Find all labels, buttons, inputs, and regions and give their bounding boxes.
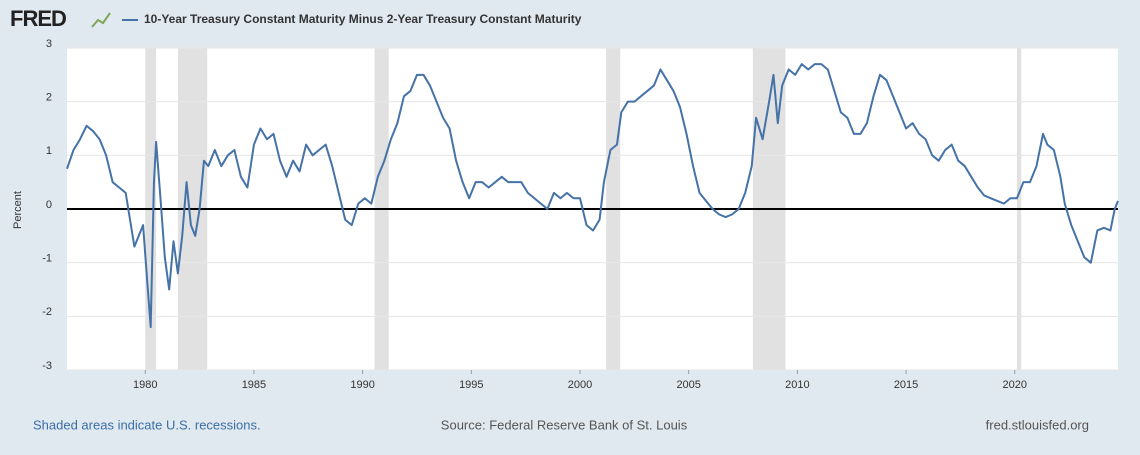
y-tick-label: -2 xyxy=(42,306,52,318)
y-tick-label: 3 xyxy=(46,38,52,50)
x-tick-label: 2020 xyxy=(1003,379,1027,391)
y-tick-label: 2 xyxy=(46,92,52,104)
x-tick-label: 2015 xyxy=(894,379,918,391)
logo-icon xyxy=(91,12,111,28)
x-tick-label: 1985 xyxy=(242,379,266,391)
x-tick-label: 2005 xyxy=(676,379,700,391)
x-tick-label: 1980 xyxy=(133,379,157,391)
y-tick-label: -3 xyxy=(42,360,52,372)
y-tick-label: -1 xyxy=(42,253,52,265)
y-axis-label: Percent xyxy=(12,191,24,229)
footer-url: fred.stlouisfed.org xyxy=(986,417,1089,432)
series-line xyxy=(66,63,1119,329)
x-tick-label: 2010 xyxy=(785,379,809,391)
footer-note: Shaded areas indicate U.S. recessions. xyxy=(33,417,261,432)
legend-label: 10-Year Treasury Constant Maturity Minus… xyxy=(144,12,582,26)
x-tick-label: 2000 xyxy=(568,379,592,391)
footer-source: Source: Federal Reserve Bank of St. Loui… xyxy=(441,417,688,432)
logo: FRED xyxy=(10,6,66,31)
y-tick-label: 0 xyxy=(46,199,52,211)
y-tick-label: 1 xyxy=(46,145,52,157)
x-tick-label: 1995 xyxy=(459,379,483,391)
x-tick-label: 1990 xyxy=(350,379,374,391)
